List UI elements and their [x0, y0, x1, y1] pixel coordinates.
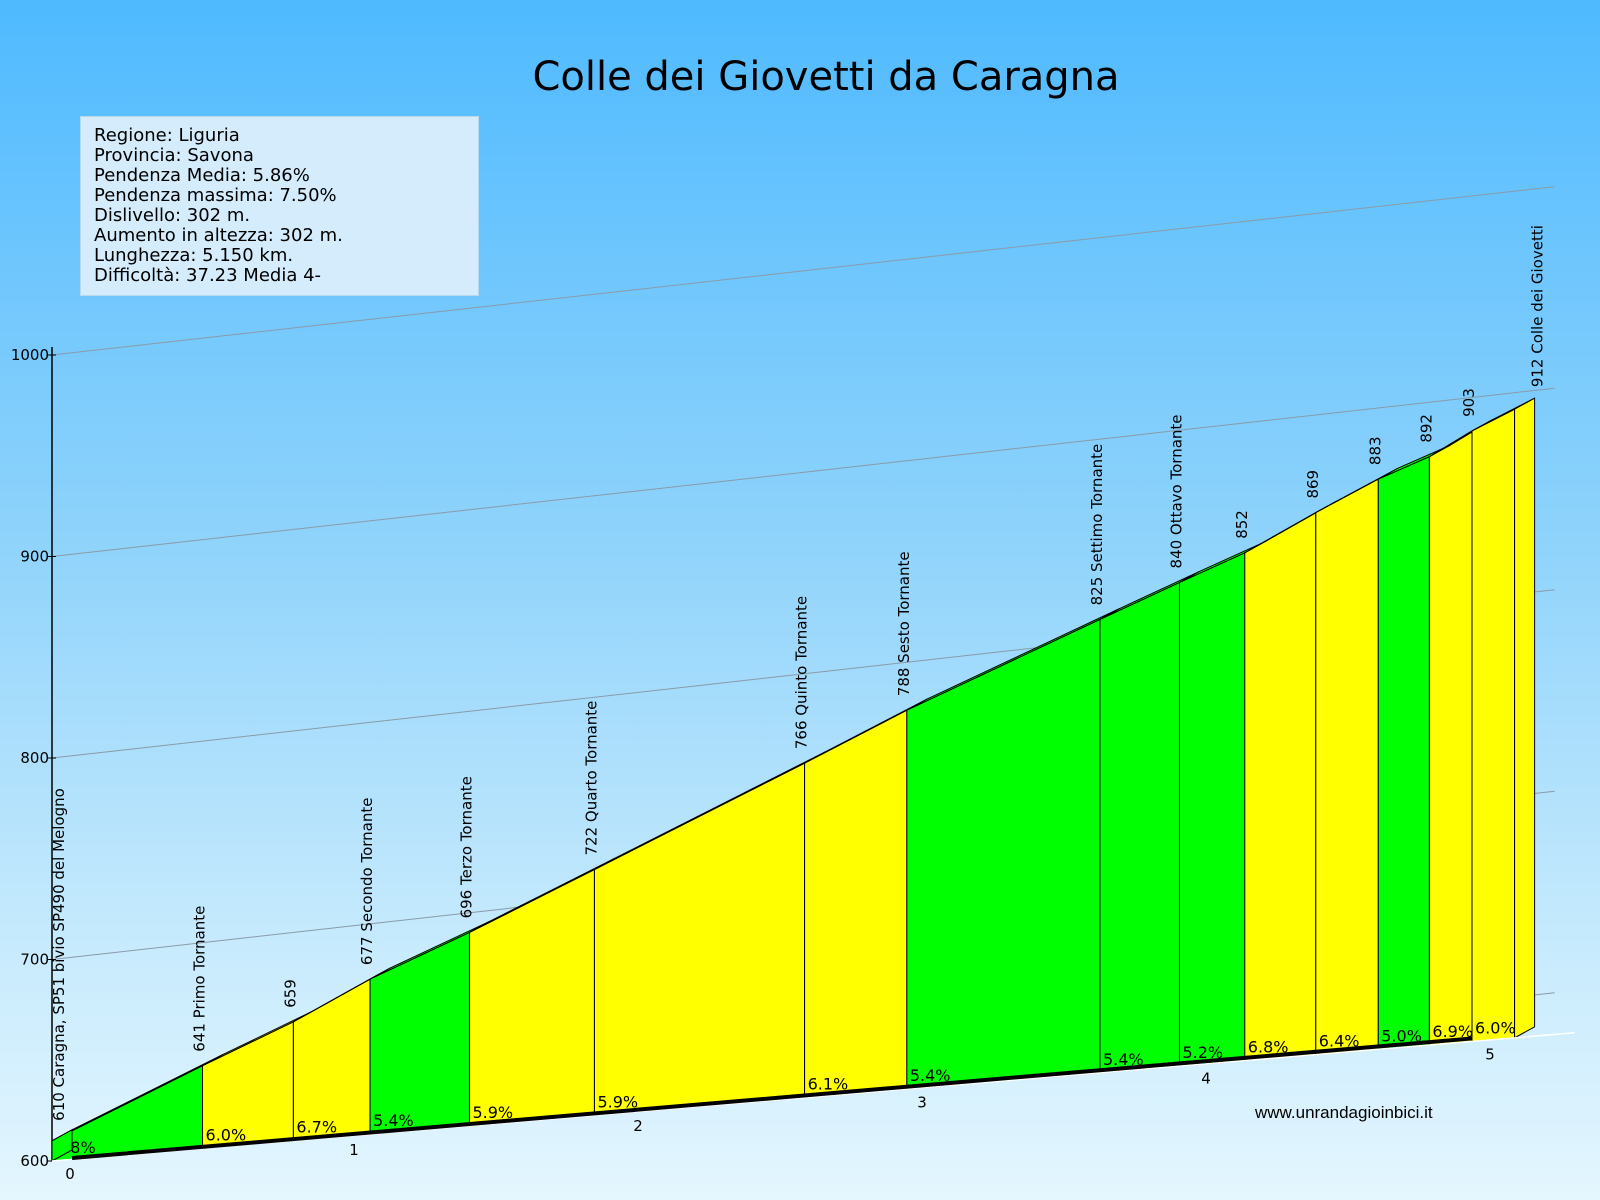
y-tick-label: 800 [20, 749, 49, 767]
grade-label: 5.9% [597, 1092, 638, 1111]
profile-segment [369, 931, 470, 1135]
profile-segment [468, 868, 595, 1127]
profile-end-cap [1514, 397, 1536, 1039]
grid-line [51, 387, 1555, 557]
chart-title: Colle dei Giovetti da Caragna [532, 54, 1119, 100]
grade-label: 5.4% [373, 1111, 414, 1130]
waypoint-label: 788 Sesto Tornante [895, 551, 913, 696]
km-tick-label: 4 [1201, 1069, 1211, 1087]
grade-label: 6.0% [206, 1125, 247, 1144]
profile-segment [804, 709, 908, 1099]
km-tick-label: 5 [1485, 1045, 1495, 1063]
waypoint-label: 903 [1460, 388, 1478, 417]
km-tick-label: 2 [633, 1117, 643, 1135]
waypoint-label: 825 Settimo Tornante [1088, 444, 1106, 606]
website-credit: www.unrandagioinbici.it [1254, 1103, 1433, 1122]
info-aumento-altezza: Aumento in altezza: 302 m. [94, 225, 343, 246]
road-line [71, 1036, 1473, 1160]
profile-segment [1178, 552, 1246, 1067]
waypoint-label: 610 Caragna, SP51 bivio SP490 del Melogn… [50, 788, 68, 1121]
waypoint-labels: 610 Caragna, SP51 bivio SP490 del Melogn… [50, 225, 1547, 1121]
profile-segment [1377, 455, 1430, 1050]
profile-segments: 5.8%6.0% 6.7% 5.4% 5.9%5.9%6.1% 5.4%5.4% 5.2%… [51, 397, 1536, 1162]
grade-label: 6.8% [1248, 1038, 1289, 1057]
profile-segment [1471, 408, 1516, 1042]
info-provincia: Provincia: Savona [94, 145, 254, 166]
waypoint-label: 766 Quinto Tornante [793, 596, 811, 749]
profile-start-cap [51, 1129, 73, 1162]
km-tick-label: 3 [917, 1093, 927, 1111]
info-lunghezza: Lunghezza: 5.150 km. [94, 245, 294, 266]
grade-label: 5.2% [1182, 1043, 1223, 1062]
km-tick-label: 1 [349, 1141, 359, 1159]
profile-segment [1315, 478, 1379, 1056]
waypoint-label: 869 [1304, 470, 1322, 499]
grade-label: 6.7% [296, 1118, 337, 1137]
info-regione: Regione: Liguria [94, 125, 240, 146]
y-tick-label: 900 [20, 548, 49, 566]
profile-segment [292, 978, 371, 1142]
waypoint-label: 912 Colle dei Giovetti [1529, 225, 1547, 387]
y-tick-label: 700 [20, 951, 49, 969]
profile-segment [1099, 581, 1180, 1074]
grade-label: 5.0% [1381, 1026, 1422, 1045]
waypoint-label: 722 Quarto Tornante [582, 701, 600, 856]
y-tick-label: 1000 [11, 346, 49, 364]
info-difficolta: Difficoltà: 37.23 Media 4- [94, 265, 322, 286]
info-pendenza-media: Pendenza Media: 5.86% [94, 165, 310, 186]
grade-label: 5.4% [910, 1066, 951, 1085]
profile-segment [1244, 511, 1317, 1062]
grid-line [51, 186, 1555, 356]
waypoint-label: 840 Ottavo Tornante [1167, 414, 1185, 568]
waypoint-label: 659 [281, 979, 299, 1008]
waypoint-label: 696 Terzo Tornante [457, 776, 475, 918]
waypoint-label: 641 Primo Tornante [191, 906, 209, 1052]
profile-segment [906, 618, 1101, 1090]
y-axis: 600 700 800 900 1000 [11, 346, 56, 1170]
grade-label: 5.4% [1103, 1050, 1144, 1069]
km-tick-label: 0 [65, 1165, 75, 1183]
road-line: 0 1 2 3 4 5 [51, 1032, 1575, 1183]
waypoint-label: 677 Secondo Tornante [358, 798, 376, 966]
info-dislivello: Dislivello: 302 m. [94, 205, 251, 226]
grade-label: 6.0% [1475, 1018, 1516, 1037]
waypoint-label: 852 [1233, 510, 1251, 539]
waypoint-label: 892 [1417, 414, 1435, 443]
grade-label: 5.9% [472, 1103, 513, 1122]
grade-label: 6.9% [1432, 1022, 1473, 1041]
info-pendenza-massima: Pendenza massima: 7.50% [94, 185, 337, 206]
climb-info-box: Regione: Liguria Provincia: Savona Pende… [80, 116, 479, 296]
waypoint-label: 883 [1366, 436, 1384, 465]
grade-label: 6.1% [808, 1075, 849, 1094]
profile-segment [1428, 430, 1473, 1046]
y-tick-label: 600 [20, 1152, 49, 1170]
grade-label: 6.4% [1319, 1032, 1360, 1051]
